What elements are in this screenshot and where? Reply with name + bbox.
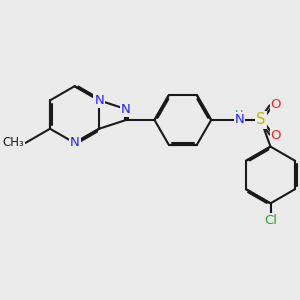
Text: N: N bbox=[94, 94, 104, 107]
Text: N: N bbox=[70, 136, 80, 149]
Text: N: N bbox=[235, 113, 244, 127]
Text: O: O bbox=[271, 98, 281, 111]
Text: CH₃: CH₃ bbox=[2, 136, 24, 149]
Text: S: S bbox=[256, 112, 266, 128]
Text: H: H bbox=[236, 110, 244, 120]
Text: N: N bbox=[121, 103, 131, 116]
Text: O: O bbox=[271, 129, 281, 142]
Text: Cl: Cl bbox=[264, 214, 277, 227]
